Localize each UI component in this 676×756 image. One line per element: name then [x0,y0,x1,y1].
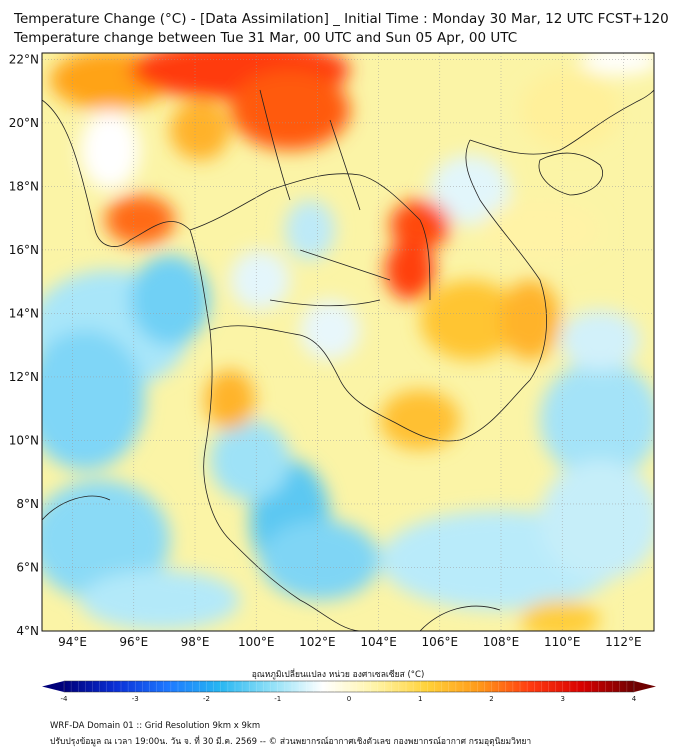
lat-label: 16°N [9,243,39,257]
lat-label: 4°N [16,624,39,638]
lat-label: 18°N [9,179,39,193]
colorbar-min-arrow [42,681,64,692]
colorbar-ticks: -4 -3 -2 -1 0 1 2 3 4 [61,695,637,703]
lon-label: 98°E [181,635,210,649]
colorbar-tick-label: 3 [561,695,565,703]
lat-label: 8°N [16,497,39,511]
lon-label: 104°E [360,635,397,649]
lon-label: 96°E [119,635,148,649]
colorbar-tick-label: -3 [132,695,139,703]
lat-label: 20°N [9,116,39,130]
latitude-labels: 22°N 20°N 18°N 16°N 14°N 12°N 10°N 8°N 6°N 4°N [9,52,39,638]
colorbar-tick-label: 4 [632,695,637,703]
map-subtitle: Temperature change between Tue 31 Mar, 0… [14,30,518,46]
lat-label: 14°N [9,306,39,320]
colorbar-tick-label: 0 [347,695,351,703]
lon-label: 100°E [238,635,275,649]
colorbar-tick-label: 2 [489,695,493,703]
lon-label: 110°E [544,635,581,649]
colorbar-tick-label: 1 [418,695,422,703]
coastlines-borders [42,89,654,631]
map-title: Temperature Change (°C) - [Data Assimila… [14,11,669,27]
temperature-field [42,53,654,631]
footer-credit: ปรับปรุงข้อมูล ณ เวลา 19:00น. วัน จ. ที่… [50,737,532,747]
lat-label: 12°N [9,370,39,384]
footer-model-info: WRF-DA Domain 01 :: Grid Resolution 9km … [50,721,261,731]
lon-label: 108°E [483,635,520,649]
lat-label: 6°N [16,560,39,574]
map-frame [41,52,655,632]
lon-label: 94°E [58,635,87,649]
lon-label: 112°E [605,635,642,649]
colorbar-tick-label: -2 [203,695,210,703]
colorbar-max-arrow [634,681,656,692]
colorbar-title: อุณหภูมิเปลี่ยนแปลง หน่วย องศาเซลเซียส (… [251,670,425,680]
colorbar [42,680,656,693]
lat-label: 10°N [9,433,39,447]
gridlines [42,53,654,632]
lat-label: 22°N [9,52,39,66]
colorbar-tick-label: -1 [274,695,281,703]
lon-label: 102°E [299,635,336,649]
colorbar-tick-label: -4 [61,695,69,703]
lon-label: 106°E [422,635,459,649]
longitude-labels: 94°E 96°E 98°E 100°E 102°E 104°E 106°E 108°E 110… [58,635,641,649]
